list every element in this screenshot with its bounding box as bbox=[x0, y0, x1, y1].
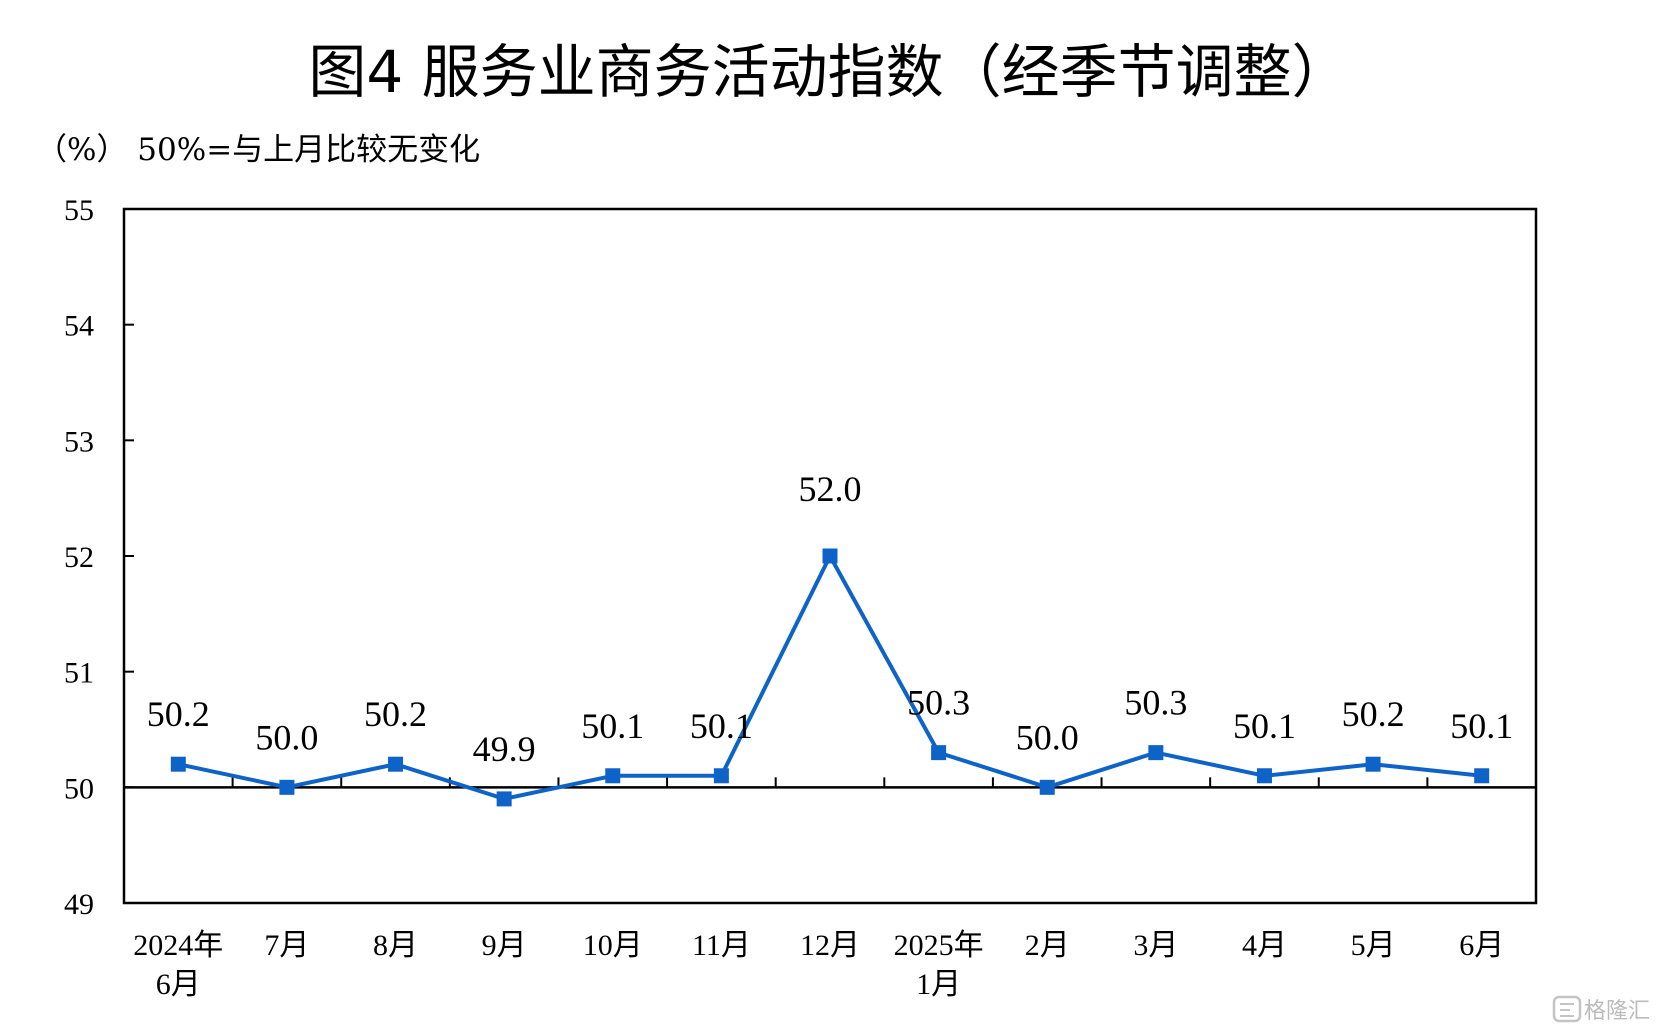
x-tick-label-line: 2月 bbox=[1025, 929, 1070, 962]
unit-note: （%） 50%=与上月比较无变化 bbox=[36, 132, 480, 168]
glh-logo-icon bbox=[1552, 995, 1582, 1023]
x-tick-label: 10月 bbox=[583, 929, 643, 962]
data-label-group: 50.2 50.0 50.2 49.9 50.1 50.1 52.0 50.3 50.0 50.3… bbox=[147, 469, 1513, 769]
x-tick-label-line: 2024年 bbox=[133, 929, 223, 962]
x-tick-label-line: 5月 bbox=[1351, 929, 1396, 962]
x-tick-label: 8月 bbox=[373, 929, 418, 962]
x-tick-label: 5月 bbox=[1351, 929, 1396, 962]
y-tick-label: 55 bbox=[64, 194, 94, 227]
x-tick-label-line: 9月 bbox=[482, 929, 527, 962]
x-tick-label: 9月 bbox=[482, 929, 527, 962]
x-tick-label: 6月 bbox=[1459, 929, 1504, 962]
x-tick-label-line: 1月 bbox=[916, 968, 961, 1001]
data-point-marker bbox=[170, 756, 186, 772]
x-tick-label: 11月 bbox=[692, 929, 751, 962]
data-point-marker bbox=[822, 548, 838, 564]
data-value-label: 50.1 bbox=[1450, 706, 1513, 746]
y-tick-label: 49 bbox=[64, 888, 94, 921]
y-tick-label: 51 bbox=[64, 657, 94, 690]
x-tick-label: 7月 bbox=[264, 929, 309, 962]
y-tick-label: 52 bbox=[64, 541, 94, 574]
data-point-marker bbox=[1039, 779, 1055, 795]
x-tick-label-line: 11月 bbox=[692, 929, 751, 962]
x-axis: 2024年 6月 7月 8月 9月 10月 11月 12月 2025年 1月 2月 3月 4月 5月 6月 bbox=[133, 777, 1504, 1001]
y-tick-label: 53 bbox=[64, 425, 94, 458]
data-point-marker bbox=[1365, 756, 1381, 772]
data-point-marker bbox=[605, 768, 621, 784]
x-tick-label-line: 8月 bbox=[373, 929, 418, 962]
x-tick-label-line: 3月 bbox=[1133, 929, 1178, 962]
x-tick-label: 3月 bbox=[1133, 929, 1178, 962]
data-point-marker bbox=[388, 756, 404, 772]
data-value-label: 52.0 bbox=[799, 469, 862, 509]
watermark-text: 格隆汇 bbox=[1584, 999, 1650, 1024]
data-point-marker bbox=[1256, 768, 1272, 784]
series-line bbox=[177, 554, 1482, 801]
x-tick-label-line: 6月 bbox=[1459, 929, 1504, 962]
x-tick-label-line: 10月 bbox=[583, 929, 643, 962]
data-value-label: 50.1 bbox=[690, 706, 753, 746]
data-point-marker bbox=[496, 791, 512, 807]
x-tick-label-line: 4月 bbox=[1242, 929, 1287, 962]
x-tick-label-line: 6月 bbox=[156, 968, 201, 1001]
x-tick-label: 2025年 1月 bbox=[894, 929, 984, 1001]
data-value-label: 49.9 bbox=[473, 729, 536, 769]
data-value-label: 50.0 bbox=[1016, 717, 1079, 757]
x-tick-label: 2024年 6月 bbox=[133, 929, 223, 1001]
data-point-marker bbox=[713, 768, 729, 784]
y-tick-label: 50 bbox=[64, 772, 94, 805]
y-axis: 49 50 51 52 53 54 55 bbox=[64, 194, 134, 921]
data-point-marker bbox=[931, 745, 947, 761]
data-value-label: 50.3 bbox=[1124, 683, 1187, 723]
data-value-label: 50.2 bbox=[364, 694, 427, 734]
watermark: 格隆汇 bbox=[1552, 995, 1650, 1024]
x-tick-label: 4月 bbox=[1242, 929, 1287, 962]
data-point-marker bbox=[279, 779, 295, 795]
data-value-label: 50.3 bbox=[907, 683, 970, 723]
data-value-label: 50.2 bbox=[147, 694, 210, 734]
data-value-label: 50.2 bbox=[1342, 694, 1405, 734]
chart-title: 图4 服务业商务活动指数（经季节调整） bbox=[308, 38, 1349, 106]
x-tick-label-line: 7月 bbox=[264, 929, 309, 962]
data-value-label: 50.1 bbox=[1233, 706, 1296, 746]
series-line-group bbox=[170, 548, 1490, 807]
data-value-label: 50.1 bbox=[581, 706, 644, 746]
data-point-marker bbox=[1474, 768, 1490, 784]
x-tick-label: 2月 bbox=[1025, 929, 1070, 962]
x-tick-label: 12月 bbox=[800, 929, 860, 962]
x-tick-label-line: 12月 bbox=[800, 929, 860, 962]
data-point-marker bbox=[1148, 745, 1164, 761]
data-value-label: 50.0 bbox=[255, 717, 318, 757]
y-tick-label: 54 bbox=[64, 310, 94, 343]
x-tick-label-line: 2025年 bbox=[894, 929, 984, 962]
